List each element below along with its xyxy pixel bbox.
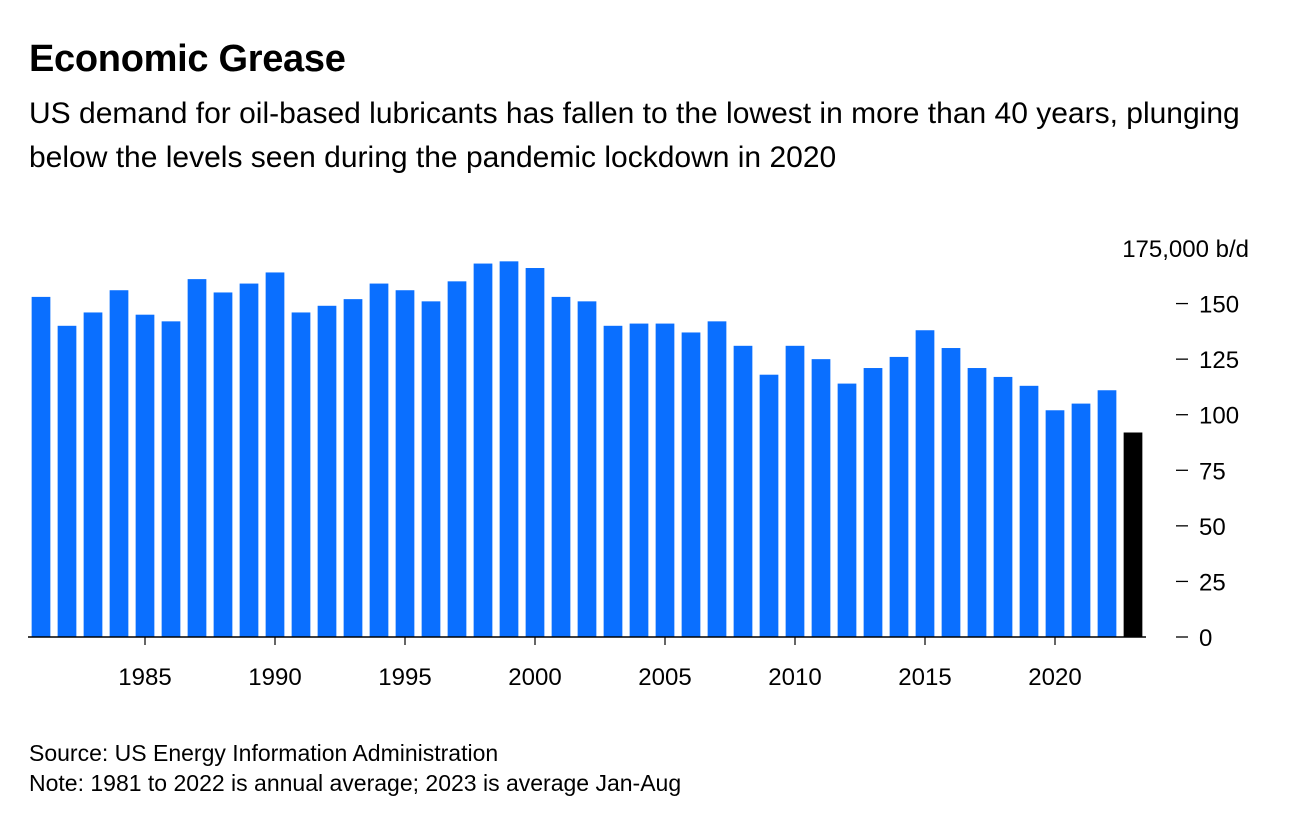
bar-2011: [811, 359, 831, 637]
y-axis-ticks: 0 25 50 75 100 125 150 175,000 b/d: [1122, 236, 1249, 652]
bar-2000: [525, 268, 545, 637]
y-tick-label-0: 0: [1199, 625, 1212, 652]
bar-2022: [1097, 390, 1117, 637]
footnote: Note: 1981 to 2022 is annual average; 20…: [29, 770, 682, 796]
bar-2006: [681, 332, 701, 637]
x-tick-label-1990: 1990: [248, 664, 301, 691]
bar-2008: [733, 345, 753, 637]
bar-2010: [785, 345, 805, 637]
bar-1982: [57, 325, 77, 637]
chart-title: Economic Grease: [29, 38, 346, 80]
bar-2016: [941, 348, 961, 637]
bar-1991: [291, 312, 311, 637]
bar-1994: [369, 283, 389, 637]
bar-1990: [265, 272, 285, 637]
bar-1996: [421, 301, 441, 637]
x-axis-ticks: 1985 1990 1995 2000 2005 2010 2015 2020: [118, 637, 1082, 691]
bar-2005: [655, 323, 675, 637]
source-note: Source: US Energy Information Administra…: [29, 740, 499, 766]
x-tick-label-2005: 2005: [638, 664, 691, 691]
x-tick-label-2015: 2015: [898, 664, 951, 691]
bar-1992: [317, 305, 337, 637]
y-tick-label-125: 125: [1199, 347, 1239, 374]
bar-1988: [213, 292, 233, 637]
y-tick-label-150: 150: [1199, 292, 1239, 319]
bar-1998: [473, 263, 493, 637]
bar-1993: [343, 299, 363, 637]
bar-2004: [629, 323, 649, 637]
x-tick-label-2000: 2000: [508, 664, 561, 691]
x-tick-label-2020: 2020: [1028, 664, 1081, 691]
y-tick-label-25: 25: [1199, 569, 1226, 596]
bar-1983: [83, 312, 103, 637]
bars-group: [31, 261, 1143, 637]
bar-1989: [239, 283, 259, 637]
x-tick-label-1995: 1995: [378, 664, 431, 691]
x-tick-label-2010: 2010: [768, 664, 821, 691]
bar-1999: [499, 261, 519, 637]
bar-2001: [551, 296, 571, 637]
bar-2012: [837, 383, 857, 637]
bar-2018: [993, 376, 1013, 637]
chart-subtitle: US demand for oil-based lubricants has f…: [29, 97, 1240, 174]
bar-2007: [707, 321, 727, 637]
bar-2020: [1045, 410, 1065, 637]
bar-1995: [395, 290, 415, 637]
x-tick-label-1985: 1985: [118, 664, 171, 691]
y-axis-unit-label: 175,000 b/d: [1122, 236, 1249, 263]
bar-1997: [447, 281, 467, 637]
bar-2023: [1123, 432, 1143, 637]
bar-1984: [109, 290, 129, 637]
bar-1987: [187, 279, 207, 637]
bar-1985: [135, 314, 155, 637]
bar-2021: [1071, 403, 1091, 637]
y-tick-label-75: 75: [1199, 458, 1226, 485]
bar-2003: [603, 325, 623, 637]
bar-2002: [577, 301, 597, 637]
bar-2019: [1019, 385, 1039, 637]
bar-2014: [889, 356, 909, 637]
bar-2009: [759, 374, 779, 637]
y-tick-label-50: 50: [1199, 514, 1226, 541]
bar-2015: [915, 330, 935, 637]
bar-1986: [161, 321, 181, 637]
bar-2013: [863, 368, 883, 637]
y-tick-label-100: 100: [1199, 403, 1239, 430]
bar-2017: [967, 368, 987, 637]
bar-1981: [31, 296, 51, 637]
